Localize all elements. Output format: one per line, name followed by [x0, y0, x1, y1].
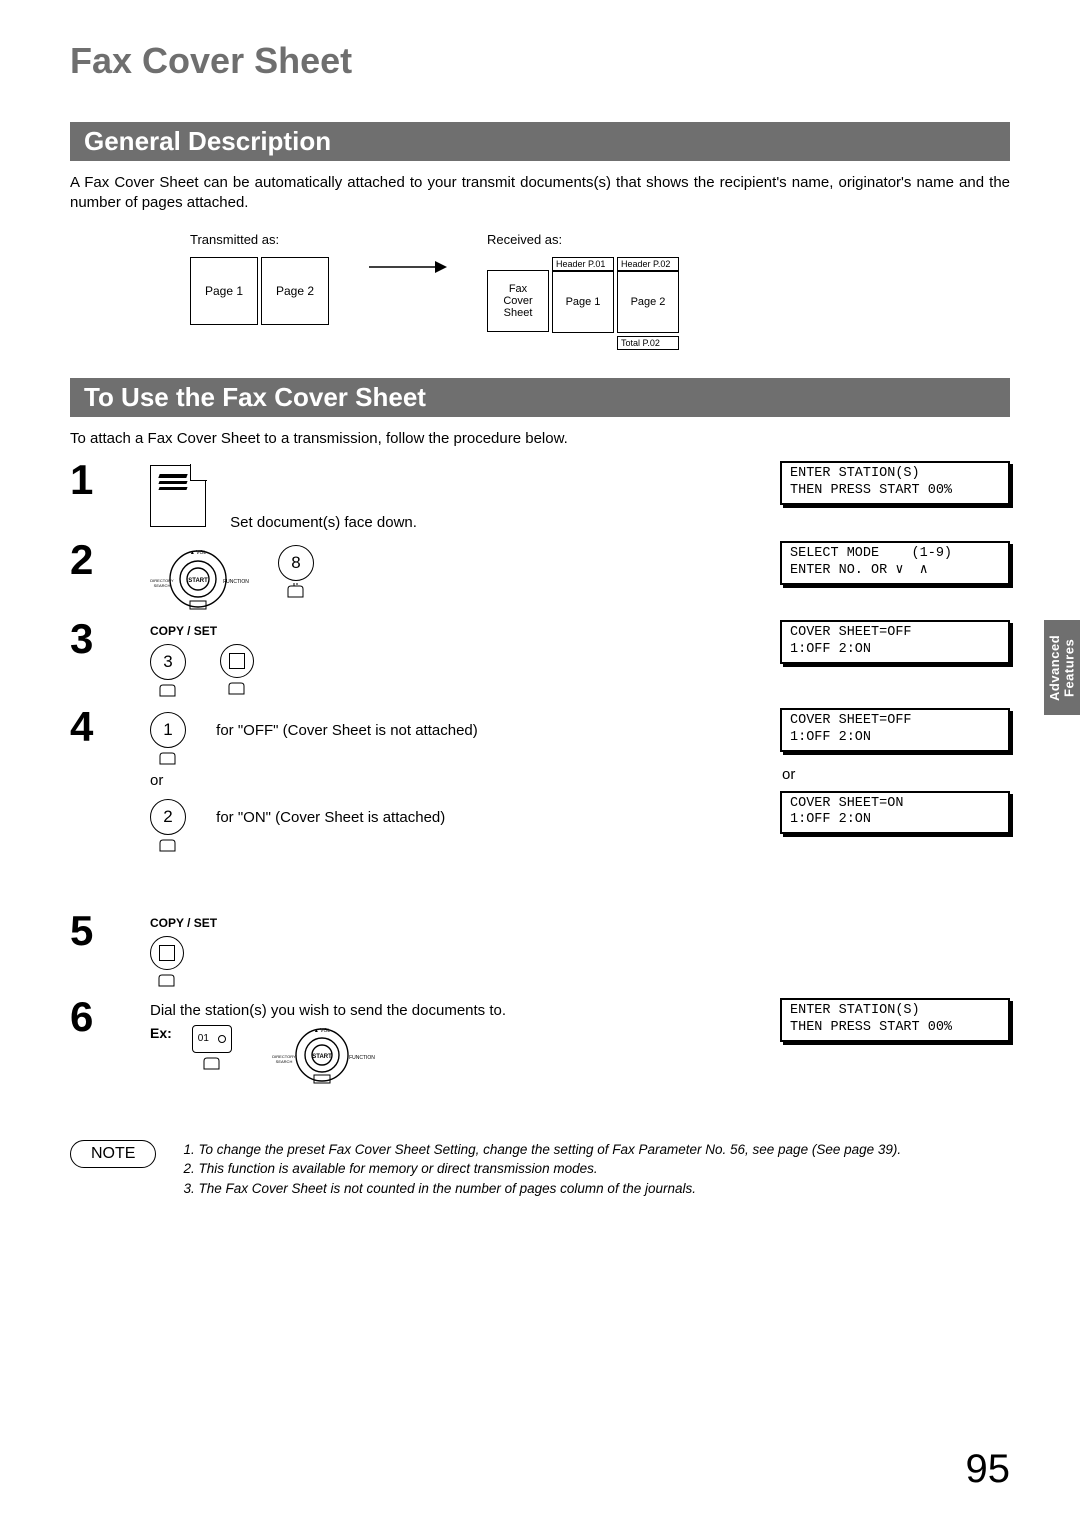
key-1-icon: 1	[150, 712, 186, 748]
step-1-lcd: ENTER STATION(S) THEN PRESS START 00%	[780, 461, 1010, 505]
step-3-lcd: COVER SHEET=OFF 1:OFF 2:ON	[780, 620, 1010, 664]
step-4-lcd-on: COVER SHEET=ON 1:OFF 2:ON	[780, 791, 1010, 835]
press-hand-icon	[156, 682, 180, 698]
note-item-2: This function is available for memory or…	[198, 1159, 1010, 1179]
section-heading-general: General Description	[70, 122, 1010, 161]
note-list: To change the preset Fax Cover Sheet Set…	[180, 1140, 1010, 1199]
step-3-num: 3	[70, 614, 120, 660]
press-hand-icon	[155, 972, 179, 988]
document-icon	[150, 465, 206, 527]
function-dial-icon: START ▲ VOL DIRECTORY SEARCH FUNCTION	[150, 545, 260, 610]
key-2-icon: 2	[150, 799, 186, 835]
svg-text:▲ VOL: ▲ VOL	[314, 1028, 331, 1034]
steps-list: 1 Set document(s) face down. ENTER STATI…	[70, 455, 1010, 1092]
svg-text:▲ VOL: ▲ VOL	[190, 550, 207, 556]
step-6-ex-label: Ex:	[150, 1025, 172, 1041]
diagram-transmitted-label: Transmitted as:	[190, 232, 329, 247]
general-description-body: A Fax Cover Sheet can be automatically a…	[70, 173, 1010, 214]
press-hand-icon	[200, 1055, 224, 1071]
function-dial-icon: START ▲ VOL DIRECTORY SEARCH FUNCTION	[262, 1025, 392, 1085]
step-1: 1 Set document(s) face down. ENTER STATI…	[70, 455, 1010, 531]
key-3-icon: 3	[150, 644, 186, 680]
svg-text:FUNCTION: FUNCTION	[349, 1055, 375, 1061]
set-key-icon	[150, 936, 184, 970]
note-badge: NOTE	[70, 1140, 156, 1168]
step-3: 3 COPY / SET 3 COVER SHEET=OFF 1:OFF 2:O…	[70, 614, 1010, 698]
diagram-rx-page1: Page 1	[552, 271, 614, 333]
diagram-rx-cover: Fax Cover Sheet	[487, 270, 549, 332]
set-key-icon	[220, 644, 254, 678]
svg-text:FUNCTION: FUNCTION	[223, 579, 249, 585]
use-body: To attach a Fax Cover Sheet to a transmi…	[70, 429, 1010, 449]
onetouch-key-icon: 01	[192, 1025, 232, 1053]
onetouch-key-label: 01	[198, 1033, 209, 1044]
svg-text:START: START	[312, 1054, 332, 1060]
svg-text:SEARCH: SEARCH	[275, 1059, 292, 1064]
diagram-header-p02: Header P.02	[617, 257, 679, 271]
step-1-num: 1	[70, 455, 120, 501]
step-4: 4 1 for "OFF" (Cover Sheet is not attach…	[70, 702, 1010, 902]
press-hand-icon	[156, 750, 180, 766]
press-hand-icon	[156, 837, 180, 853]
step-6: 6 Dial the station(s) you wish to send t…	[70, 992, 1010, 1092]
diagram-tx-page2: Page 2	[261, 257, 329, 325]
step-2-lcd: SELECT MODE (1-9) ENTER NO. OR ∨ ∧	[780, 541, 1010, 585]
step-2: 2 START ▲ VOL DIRECTORY SEARCH FUNCTION	[70, 535, 1010, 610]
step-2-num: 2	[70, 535, 120, 581]
note-section: NOTE To change the preset Fax Cover Shee…	[70, 1140, 1010, 1199]
step-5: 5 COPY / SET	[70, 906, 1010, 988]
page: Fax Cover Sheet General Description A Fa…	[0, 0, 1080, 1528]
step-4-text-off: for "OFF" (Cover Sheet is not attached)	[216, 722, 478, 739]
step-4-or: or	[150, 772, 750, 789]
section-heading-use: To Use the Fax Cover Sheet	[70, 378, 1010, 417]
transmit-receive-diagram: Transmitted as: Page 1 Page 2 Received a…	[190, 232, 1010, 350]
step-1-text: Set document(s) face down.	[230, 514, 417, 531]
diagram-arrow-icon	[369, 260, 447, 274]
step-6-num: 6	[70, 992, 120, 1038]
step-4-text-on: for "ON" (Cover Sheet is attached)	[216, 809, 445, 826]
step-6-lcd: ENTER STATION(S) THEN PRESS START 00%	[780, 998, 1010, 1042]
svg-text:START: START	[188, 578, 208, 584]
press-hand-icon	[284, 583, 308, 599]
step-5-num: 5	[70, 906, 120, 952]
diagram-received-label: Received as:	[487, 232, 679, 247]
step-4-num: 4	[70, 702, 120, 748]
diagram-total-p02: Total P.02	[617, 336, 679, 350]
diagram-tx-page1: Page 1	[190, 257, 258, 325]
step-6-text: Dial the station(s) you wish to send the…	[150, 1002, 506, 1019]
diagram-header-p01: Header P.01	[552, 257, 614, 271]
key-8-icon: 8	[278, 545, 314, 581]
page-number: 95	[966, 1447, 1011, 1492]
diagram-rx-page2: Page 2	[617, 271, 679, 333]
copy-set-label-3: COPY / SET	[150, 624, 750, 638]
svg-text:SEARCH: SEARCH	[154, 583, 171, 588]
note-item-1: To change the preset Fax Cover Sheet Set…	[198, 1140, 1010, 1160]
step-4-lcd-off: COVER SHEET=OFF 1:OFF 2:ON	[780, 708, 1010, 752]
page-title: Fax Cover Sheet	[70, 40, 1010, 82]
copy-set-label-5: COPY / SET	[150, 916, 750, 930]
step-4-lcd-or: or	[782, 766, 1010, 783]
note-item-3: The Fax Cover Sheet is not counted in th…	[198, 1179, 1010, 1199]
press-hand-icon	[225, 680, 249, 696]
